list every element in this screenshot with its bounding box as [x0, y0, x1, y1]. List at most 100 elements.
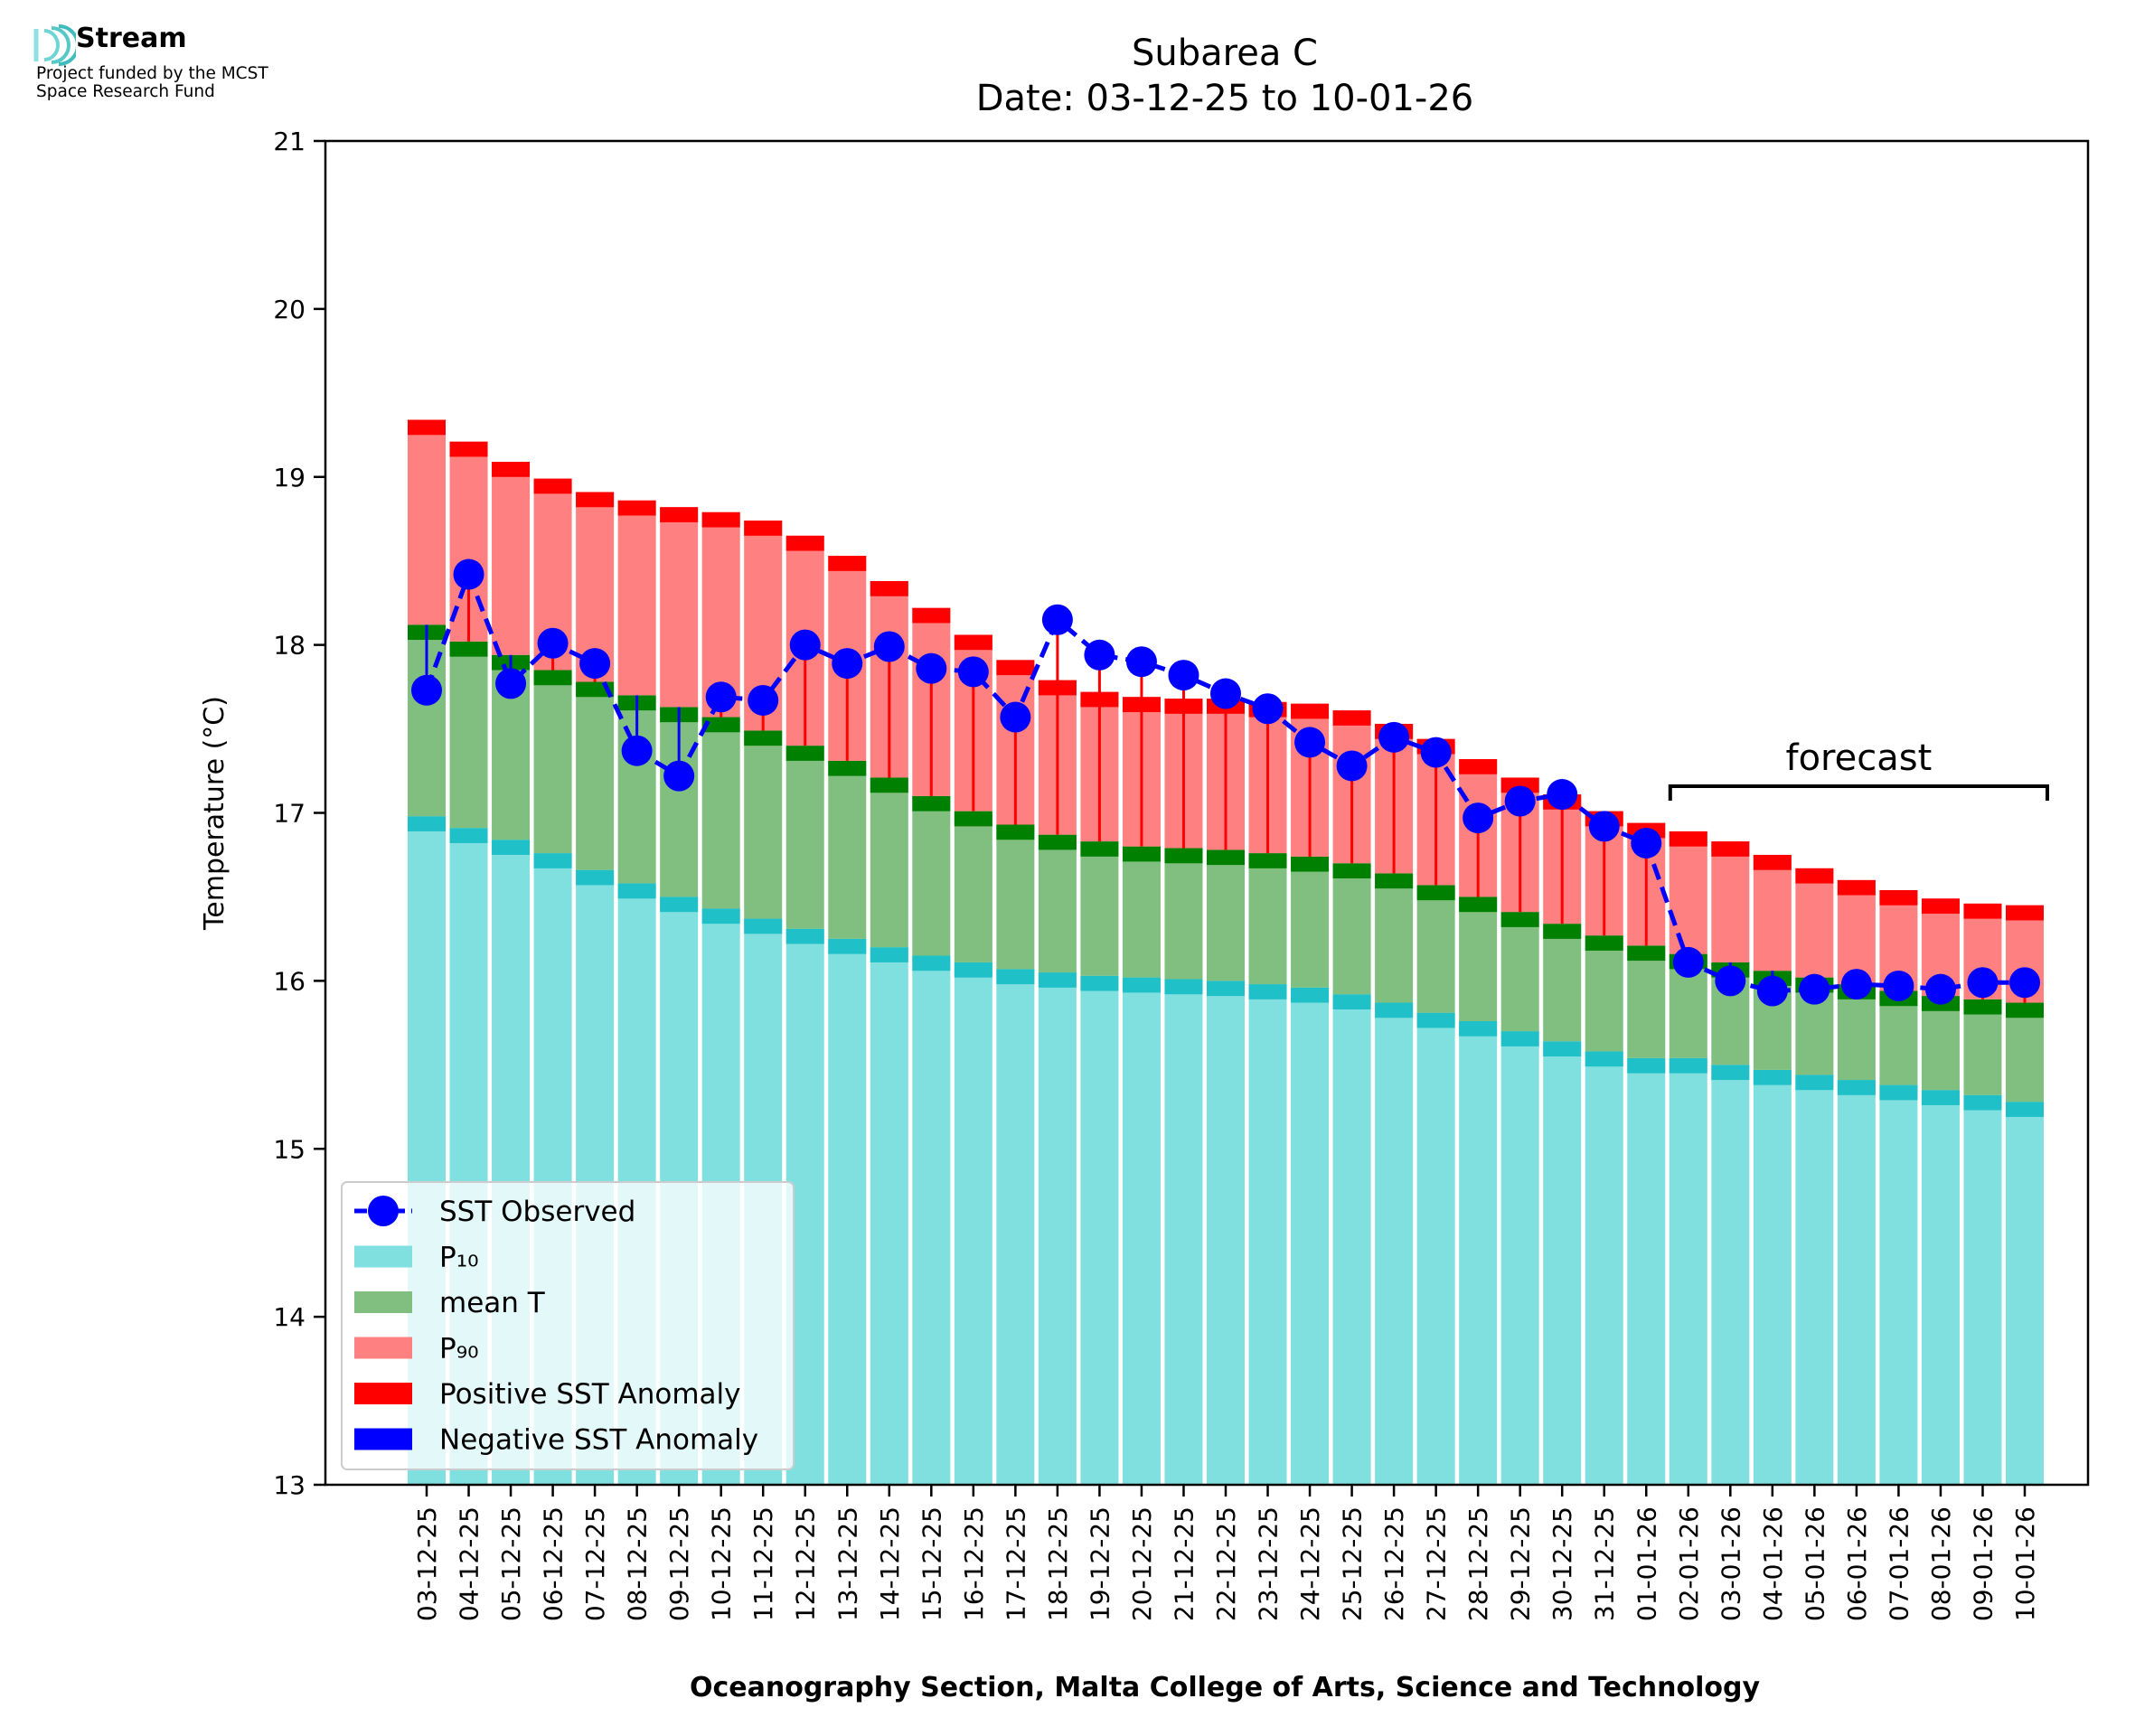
p10-bar-cap [744, 918, 783, 934]
p10-bar-cap [1122, 977, 1161, 993]
p10-bar-cap [1795, 1074, 1834, 1091]
logo-name: Stream [76, 23, 187, 54]
x-tick-label: 26-12-25 [1379, 1506, 1409, 1621]
mean-bar-cap [449, 641, 488, 657]
chart-title: Subarea C [1132, 33, 1318, 74]
p10-bar-cap [576, 869, 615, 886]
mean-bar [701, 717, 740, 909]
sst-point [873, 631, 905, 662]
mean-bar-cap [1375, 873, 1414, 889]
legend-label: Positive SST Anomaly [439, 1378, 740, 1411]
sst-point [1378, 721, 1410, 753]
x-axis-label: Oceanography Section, Malta College of A… [690, 1672, 1761, 1703]
sst-point [957, 656, 989, 688]
p10-bar-cap [449, 828, 488, 843]
p10-bar-cap [954, 962, 992, 978]
p90-bar [617, 500, 656, 696]
mean-bar-cap [1627, 945, 1666, 962]
sst-point [579, 648, 611, 680]
x-tick-label: 10-01-26 [2010, 1506, 2040, 1621]
p10-bar [828, 938, 867, 1485]
legend-label: P₁₀ [439, 1242, 479, 1274]
chart-subtitle: Date: 03-12-25 to 10-01-26 [976, 78, 1474, 119]
p10-bar [1627, 1057, 1666, 1485]
p10-bar-cap [701, 908, 740, 924]
y-tick-label: 18 [273, 631, 306, 661]
p10-bar [1585, 1051, 1623, 1485]
mean-bar-cap [1291, 856, 1330, 872]
p10-bar [1122, 977, 1161, 1485]
p10-bar-cap [1543, 1041, 1582, 1057]
x-tick-label: 18-12-25 [1043, 1506, 1073, 1621]
p10-bar [912, 955, 951, 1485]
y-tick-label: 19 [273, 463, 306, 493]
mean-bar [1416, 885, 1455, 1013]
mean-bar [1879, 990, 1918, 1085]
p90-bar-cap [617, 500, 656, 516]
legend-label: P₉₀ [439, 1333, 479, 1365]
p90-bar-cap [2006, 905, 2044, 921]
p10-bar [1963, 1094, 2002, 1485]
mean-bar-cap [1963, 999, 2002, 1015]
mean-bar-cap [954, 811, 992, 827]
p10-bar-cap [1585, 1051, 1623, 1067]
p10-bar-cap [785, 928, 824, 944]
p10-bar-cap [533, 853, 572, 868]
p90-bar-cap [533, 478, 572, 494]
x-tick-label: 23-12-25 [1254, 1506, 1284, 1621]
y-tick-label: 15 [273, 1134, 306, 1164]
sst-point [2009, 967, 2040, 999]
p10-bar [1795, 1074, 1834, 1485]
p90-bar-cap [1879, 890, 1918, 906]
p90-bar-cap [1711, 841, 1750, 857]
mean-bar [1122, 846, 1161, 978]
y-tick-label: 16 [273, 966, 306, 996]
p90-bar [492, 462, 531, 655]
legend-sst-marker [368, 1196, 399, 1226]
mean-bar-cap [1122, 846, 1161, 862]
mean-bar [1207, 849, 1245, 981]
x-tick-label: 02-01-26 [1674, 1506, 1704, 1621]
mean-bar [1459, 896, 1498, 1021]
x-tick-label: 25-12-25 [1338, 1506, 1368, 1621]
p10-bar [1332, 994, 1371, 1485]
p10-bar-cap [1459, 1020, 1498, 1037]
p90-bar-cap [744, 521, 783, 536]
legend-label: Negative SST Anomaly [439, 1424, 758, 1457]
p90-bar [660, 507, 699, 708]
mean-bar [533, 670, 572, 854]
p10-bar-cap [1879, 1084, 1918, 1101]
x-tick-label: 03-12-25 [412, 1506, 442, 1621]
p10-bar [1080, 975, 1119, 1485]
x-tick-label: 29-12-25 [1506, 1506, 1536, 1621]
p90-bar-cap [1459, 759, 1498, 774]
sst-point [705, 681, 737, 713]
mean-bar-cap [828, 760, 867, 776]
sst-point [1041, 604, 1073, 635]
mean-bar [744, 730, 783, 919]
p90-bar-cap [701, 511, 740, 528]
y-tick-label: 14 [273, 1302, 306, 1332]
mean-bar-cap [1459, 896, 1498, 913]
y-axis: 13 14 15 16 17 18 19 20 21 [273, 127, 325, 1500]
mean-bar [1291, 856, 1330, 988]
legend-label: mean T [439, 1287, 546, 1319]
p10-bar [1837, 1080, 1876, 1485]
p10-bar [1291, 987, 1330, 1485]
x-tick-label: 09-01-26 [1968, 1506, 1998, 1621]
p10-bar-cap [617, 883, 656, 899]
mean-bar-cap [1207, 849, 1245, 866]
p90-bar-cap [660, 507, 699, 522]
mean-bar [1543, 924, 1582, 1042]
p10-bar [870, 947, 908, 1485]
sst-point [1924, 973, 1956, 1005]
sst-point [1547, 779, 1578, 811]
mean-bar [870, 777, 908, 948]
p10-bar [1711, 1065, 1750, 1485]
mean-bar-cap [2006, 1002, 2044, 1018]
p10-bar-cap [1291, 987, 1330, 1003]
x-tick-label: 07-12-25 [580, 1506, 610, 1621]
x-tick-label: 22-12-25 [1211, 1506, 1241, 1621]
x-tick-label: 14-12-25 [875, 1506, 905, 1621]
x-tick-label: 15-12-25 [917, 1506, 946, 1621]
